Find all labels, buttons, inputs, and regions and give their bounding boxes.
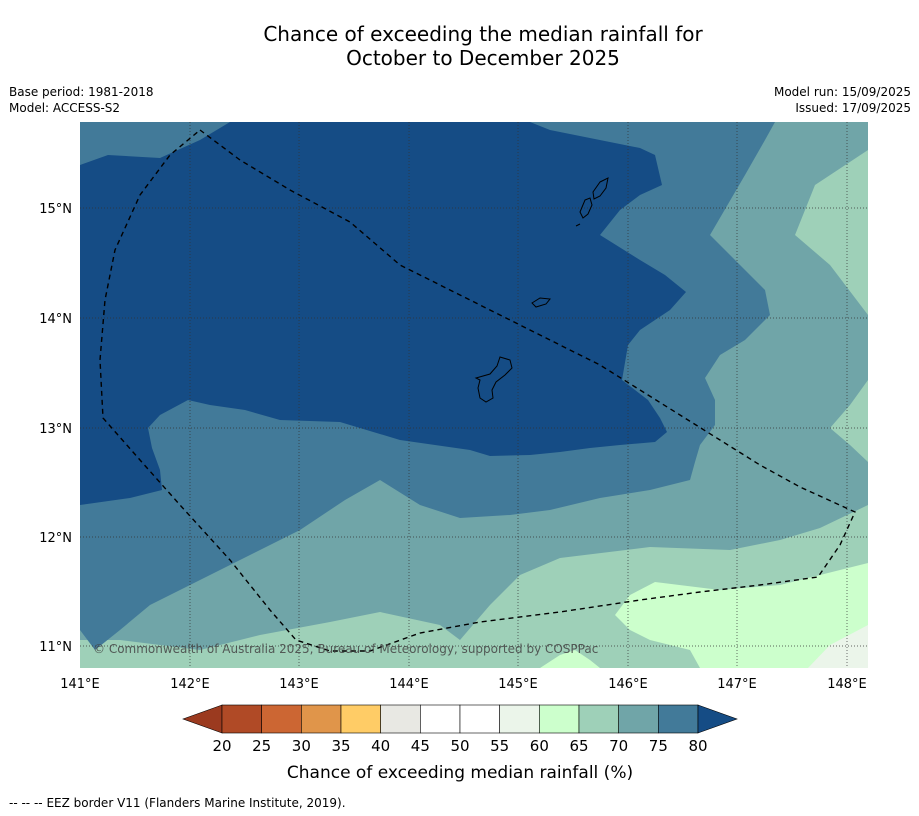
colorbar-cell: [459, 704, 500, 734]
colorbar-cell: [618, 704, 659, 734]
eez-legend-symbol: -- -- --: [9, 796, 43, 810]
title-line-1: Chance of exceeding the median rainfall …: [263, 22, 703, 46]
colorbar-label: Chance of exceeding median rainfall (%): [287, 763, 633, 783]
colorbar-tick-label: 30: [292, 737, 311, 755]
colorbar-under-triangle: [182, 704, 223, 734]
map-gridlines: [80, 122, 868, 668]
island-guam: [474, 356, 513, 403]
colorbar-tick-label: 60: [530, 737, 549, 755]
colorbar-tick-label: 20: [212, 737, 231, 755]
lon-tick-146: 146°E: [608, 677, 648, 692]
lat-tick-labels: 15°N 14°N 13°N 12°N 11°N: [39, 202, 72, 655]
lon-tick-147: 147°E: [717, 677, 757, 692]
colorbar-cell: [578, 704, 619, 734]
colorbar-cell: [340, 704, 381, 734]
colorbar-tick-label: 45: [411, 737, 430, 755]
island-aguijan: [575, 223, 581, 227]
colorbar-tick-label: 55: [490, 737, 509, 755]
base-period: Base period: 1981-2018: [9, 85, 154, 99]
islands: [474, 177, 609, 403]
lon-tick-143: 143°E: [279, 677, 319, 692]
lat-tick-15: 15°N: [39, 202, 72, 217]
colorbar-cell: [539, 704, 580, 734]
colorbar-tick-label: 40: [371, 737, 390, 755]
eez-border: [99, 129, 856, 652]
lat-tick-14: 14°N: [39, 312, 72, 327]
colorbar-tick-label: 35: [331, 737, 350, 755]
model-run: Model run: 15/09/2025: [773, 85, 911, 99]
colorbar-cell: [221, 704, 262, 734]
lon-tick-145: 145°E: [498, 677, 538, 692]
model-name: Model: ACCESS-S2: [9, 101, 121, 115]
footer-legend: -- -- -- EEZ border V11 (Flanders Marine…: [9, 796, 346, 810]
colorbar-cell: [261, 704, 302, 734]
lat-tick-13: 13°N: [39, 422, 72, 437]
band-60-65-small: [540, 650, 600, 668]
map-area: © Commonwealth of Australia 2025, Bureau…: [80, 122, 868, 668]
band-65-70-east-lower: [830, 380, 868, 462]
lat-tick-11: 11°N: [39, 640, 72, 655]
lon-tick-141: 141°E: [60, 677, 100, 692]
colorbar-cell: [499, 704, 540, 734]
band-65-70-east: [795, 150, 868, 315]
copyright-text: © Commonwealth of Australia 2025, Bureau…: [93, 642, 598, 656]
band-60-65: [615, 563, 868, 668]
colorbar: 20 25 30 35 40 45 50 55 60 65 70 75 80 Chance of exc…: [182, 704, 738, 783]
island-rota: [531, 297, 551, 308]
colorbar-over-triangle: [697, 704, 738, 734]
eez-legend-text: EEZ border V11 (Flanders Marine Institut…: [46, 796, 346, 810]
colorbar-cell: [380, 704, 421, 734]
map-title: Chance of exceeding the median rainfall …: [0, 22, 919, 70]
colorbar-tick-label: 80: [688, 737, 707, 755]
colorbar-tick-label: 25: [252, 737, 271, 755]
lon-tick-labels: 141°E 142°E 143°E 144°E 145°E 146°E 147°…: [60, 677, 867, 692]
colorbar-tick-label: 75: [649, 737, 668, 755]
colorbar-tick-label: 70: [609, 737, 628, 755]
lat-tick-12: 12°N: [39, 531, 72, 546]
colorbar-ticks: 20 25 30 35 40 45 50 55 60 65 70 75 80: [212, 737, 707, 755]
meta-left: Base period: 1981-2018 Model: ACCESS-S2: [9, 84, 154, 116]
island-tinian: [579, 197, 593, 219]
colorbar-cell: [301, 704, 342, 734]
meta-right: Model run: 15/09/2025 Issued: 17/09/2025: [774, 84, 911, 116]
colorbar-cell: [420, 704, 461, 734]
title-line-2: October to December 2025: [346, 46, 620, 70]
colorbar-tick-label: 50: [450, 737, 469, 755]
band-80-plus: [80, 122, 686, 505]
colorbar-cell: [658, 704, 699, 734]
island-saipan: [592, 177, 609, 200]
colorbar-tick-label: 65: [569, 737, 588, 755]
issued-date: Issued: 17/09/2025: [795, 101, 911, 115]
lon-tick-144: 144°E: [389, 677, 429, 692]
lon-tick-148: 148°E: [827, 677, 867, 692]
lon-tick-142: 142°E: [170, 677, 210, 692]
band-55-60: [808, 625, 868, 668]
colorbar-cells: [221, 704, 699, 734]
